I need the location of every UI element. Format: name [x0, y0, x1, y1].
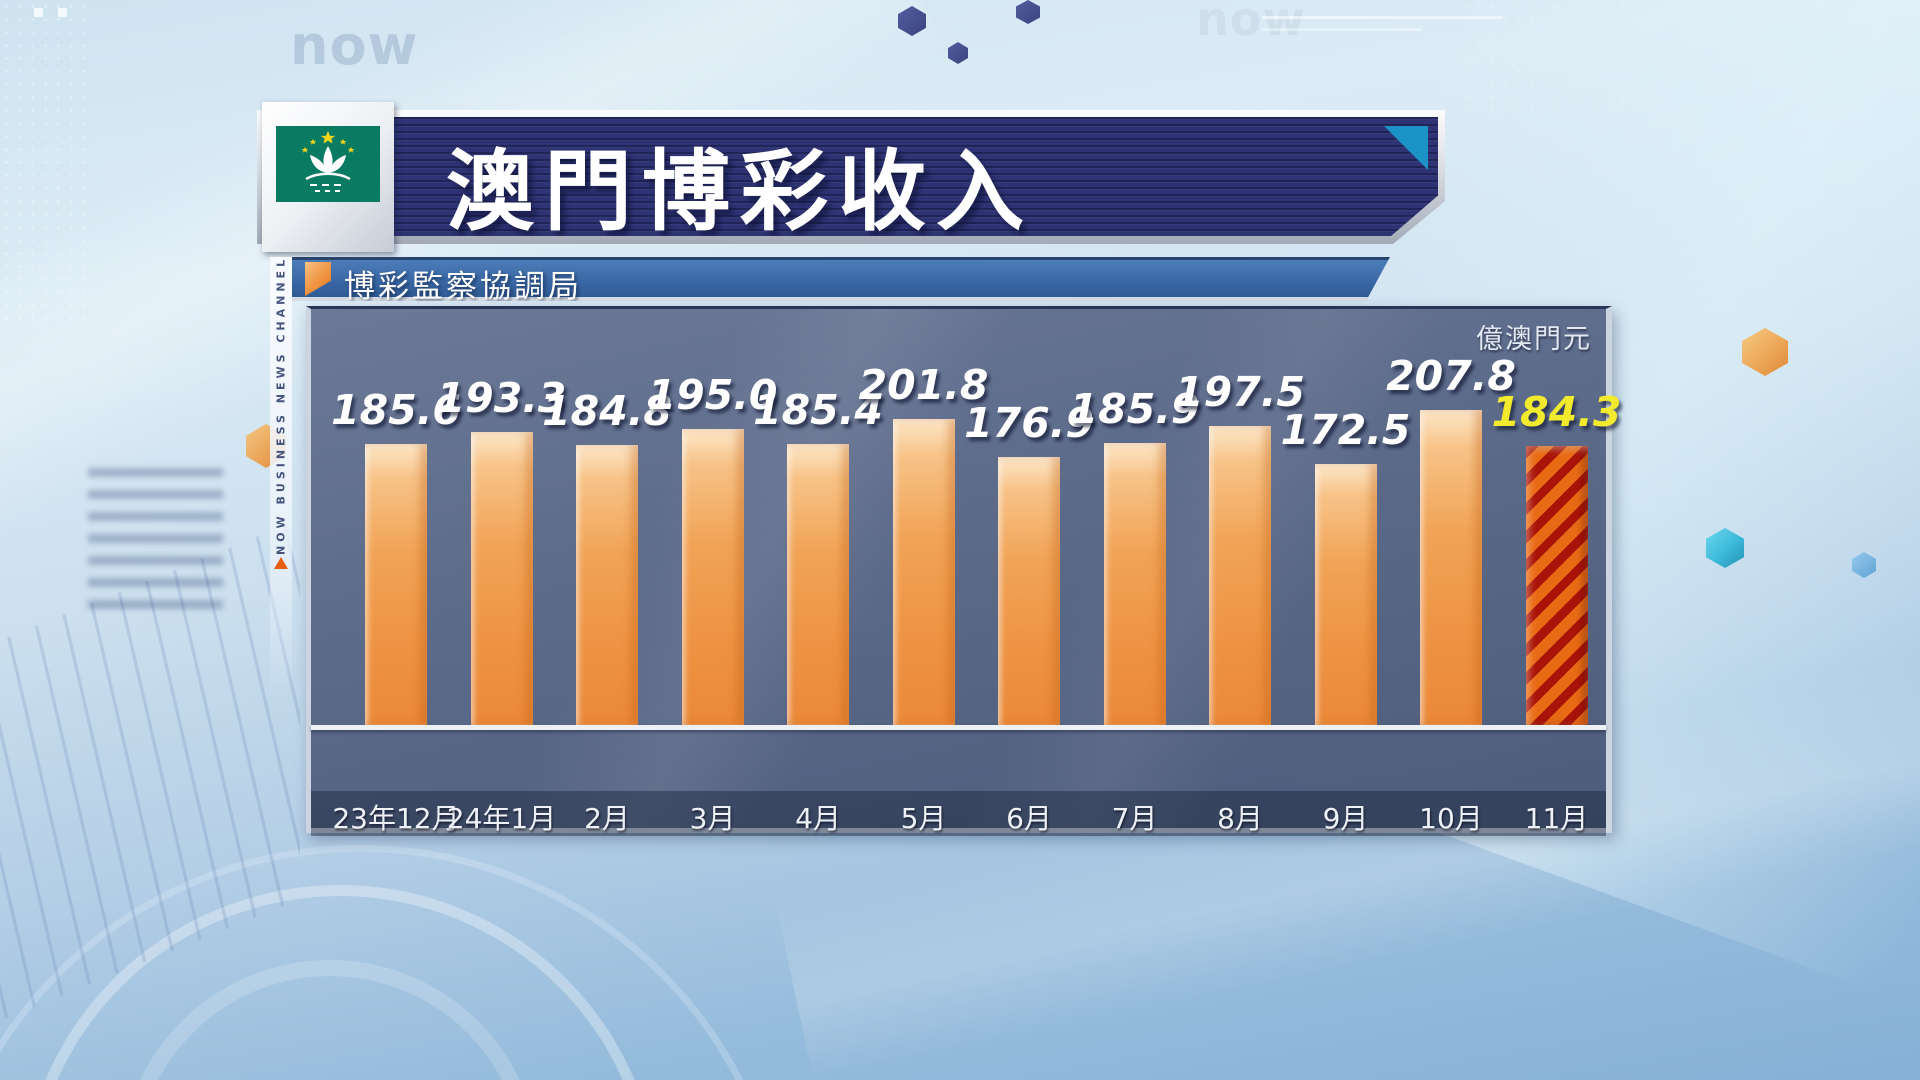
decor-cube-icon [948, 42, 968, 64]
x-axis-label: 7月 [1111, 802, 1158, 835]
bar [681, 429, 744, 725]
bar-value-label: 184.3 [1491, 388, 1622, 436]
unit-label: 億澳門元 [1476, 324, 1592, 355]
x-axis-label: 23年12月 [332, 802, 460, 835]
bar-value-label: 193.3 [436, 374, 567, 422]
x-axis-label: 8月 [1217, 802, 1263, 835]
x-axis-line [311, 725, 1606, 730]
macau-flag-icon [276, 126, 380, 202]
x-axis-label: 9月 [1322, 802, 1369, 835]
bar-value-label: 176.9 [964, 399, 1094, 447]
macau-flag-card [262, 102, 394, 252]
x-axis-label: 3月 [689, 802, 736, 835]
decor-line [1262, 16, 1502, 19]
decor-line [1262, 28, 1422, 31]
bar-value-label: 201.8 [858, 361, 989, 409]
source-label: 博彩監察協調局 [344, 269, 582, 305]
source-banner: 博彩監察協調局 [292, 257, 1390, 301]
bar [1209, 426, 1271, 725]
bar-value-label: 197.5 [1175, 368, 1305, 416]
decor-cube-icon [898, 6, 926, 36]
decor-arc [120, 960, 540, 1080]
decor-square [34, 8, 43, 17]
x-axis-label: 4月 [795, 802, 841, 835]
bar [892, 419, 955, 725]
bar [576, 445, 638, 725]
now-watermark: now [1196, 0, 1306, 46]
x-axis-label: 11月 [1524, 802, 1589, 835]
bar [998, 457, 1060, 725]
triangle-marker-icon [274, 557, 288, 569]
x-axis-label: 24年1月 [446, 802, 557, 835]
x-axis-band [311, 791, 1606, 836]
channel-name: NOW BUSINESS NEWS CHANNEL [274, 255, 288, 555]
bar-value-label: 184.8 [542, 387, 672, 435]
bar-highlighted [1525, 446, 1588, 725]
decor-cube-icon [1852, 552, 1876, 578]
decor-square [58, 8, 67, 17]
decor-cube-icon [1742, 328, 1788, 376]
channel-strip: NOW BUSINESS NEWS CHANNEL [270, 255, 292, 695]
bar-value-label: 185.6 [331, 386, 461, 434]
x-axis-label: 10月 [1419, 802, 1483, 835]
decor-cube-icon [1706, 528, 1744, 568]
decor-cube-icon [1016, 0, 1040, 24]
x-axis-label: 5月 [900, 802, 947, 835]
bar-value-label: 185.9 [1069, 385, 1200, 433]
bar [470, 432, 533, 725]
bar-value-label: 195.0 [647, 371, 778, 419]
chart-panel: 億澳門元 185.6 23年12月 193.3 24年1月 184.8 2月 195.0 3月… [306, 306, 1621, 836]
bar [1420, 410, 1482, 725]
x-axis-label: 6月 [1006, 802, 1052, 835]
bar [365, 444, 427, 725]
page-title: 澳門博彩收入 [446, 140, 1035, 243]
bar [1314, 464, 1377, 725]
decor-dots [0, 0, 95, 330]
title-banner-inner: 澳門博彩收入 [264, 117, 1438, 236]
source-flag-icon [305, 262, 331, 296]
bar-value-label: 185.4 [753, 386, 883, 434]
bar [1103, 443, 1166, 725]
x-axis-label: 2月 [584, 802, 630, 835]
corner-accent-triangle-icon [1384, 126, 1428, 170]
bars-layer: 185.6 23年12月 193.3 24年1月 184.8 2月 195.0 3月 185.4… [311, 309, 1621, 835]
title-banner: 澳門博彩收入 [257, 110, 1445, 244]
bar-value-label: 207.8 [1386, 352, 1516, 400]
bar [787, 444, 849, 725]
decor-blurred-text-block [88, 468, 223, 618]
now-watermark: now [290, 14, 419, 77]
bar-value-label: 172.5 [1280, 406, 1411, 454]
